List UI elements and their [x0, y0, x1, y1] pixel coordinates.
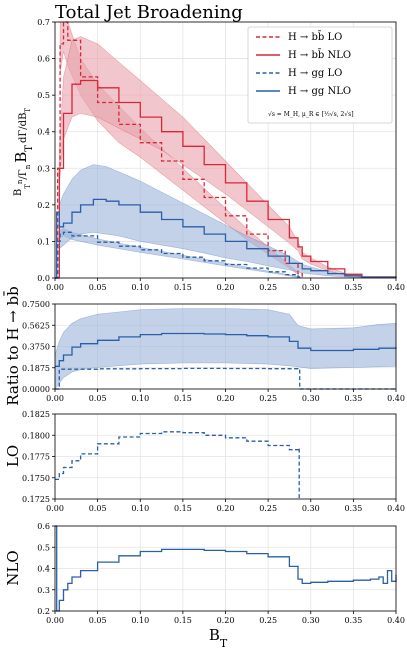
x-tick-label: 0.40	[387, 504, 405, 513]
x-tick-label: 0.15	[174, 616, 192, 625]
x-tick-label: 0.30	[302, 283, 320, 292]
x-tick-label: 0.20	[217, 616, 235, 625]
x-tick-label: 0.40	[387, 616, 405, 625]
series-0-line	[55, 525, 397, 612]
x-tick-label: 0.20	[217, 504, 235, 513]
x-tick-label: 0.10	[131, 616, 149, 625]
x-tick-label: 0.15	[174, 283, 192, 292]
x-tick-label: 0.00	[46, 616, 64, 625]
y-tick-label: 0.5	[37, 543, 50, 552]
y-tick-label: 0.6	[37, 55, 50, 64]
series-1-line	[55, 332, 397, 367]
y-tick-label: 0.3	[37, 164, 50, 173]
x-tick-label: 0.35	[344, 283, 362, 292]
y-tick-label: 0.1775	[22, 453, 50, 462]
nlo-ratio-panel: 0.2 0.3 0.4 0.5 0.6 0.00 0.05 0.10 0.15 0.20 0.25…	[4, 522, 405, 650]
svg-text:BTn/ΓnBTdΓ/dBT: BTn/ΓnBTdΓ/dBT	[12, 108, 35, 197]
x-tick-label: 0.20	[217, 283, 235, 292]
y-tick-label: 0.1750	[22, 474, 50, 483]
y-tick-label: 0.1725	[22, 495, 50, 504]
y-tick-label: 0.5625	[22, 321, 50, 330]
legend-label-h-bb-lo: H → bb̄ LO	[288, 31, 342, 43]
x-tick-label: 0.00	[46, 504, 64, 513]
y-tick-label: 0.2	[37, 607, 50, 616]
y-tick-label: 0.4	[37, 128, 50, 137]
chart-title: Total Jet Broadening	[55, 2, 243, 23]
y-tick-label: 0.5	[37, 91, 50, 100]
h-gg-lo-line	[55, 231, 303, 279]
x-tick-label: 0.30	[302, 616, 320, 625]
x-tick-label: 0.25	[259, 283, 277, 292]
x-tick-label: 0.25	[259, 394, 277, 403]
x-tick-label: 0.40	[387, 394, 405, 403]
y-tick-label: 0.1825	[22, 410, 50, 419]
y-tick-label: 0.1875	[22, 364, 50, 373]
legend-label-h-gg-nlo: H → gg NLO	[288, 86, 351, 97]
y-tick-label: 0.6	[37, 522, 50, 531]
y-tick-label: 0.3	[37, 586, 50, 595]
h-gg-nlo-line	[55, 198, 397, 279]
x-tick-label: 0.00	[46, 283, 64, 292]
x-tick-label: 0.10	[131, 504, 149, 513]
x-tick-label: 0.00	[46, 394, 64, 403]
legend-note: √s = M_H, μ_R ∈ [½√s, 2√s]	[268, 111, 354, 118]
x-tick-label: 0.15	[174, 394, 192, 403]
y-tick-label: 0.0000	[22, 385, 50, 394]
ratio-panel: 0.0000 0.1875 0.3750 0.5625 0.7500 0.00 0.05 0…	[4, 286, 405, 405]
x-tick-label: 0.25	[259, 504, 277, 513]
lo-ratio-panel: 0.1725 0.1750 0.1775 0.1800 0.1825 0.00 0.05 0…	[4, 410, 405, 513]
x-tick-label: 0.05	[89, 394, 107, 403]
x-tick-label: 0.30	[302, 394, 320, 403]
x-tick-label: 0.05	[89, 616, 107, 625]
y-tick-label: 0.2	[37, 201, 50, 210]
h-bb-nlo-line	[55, 79, 397, 279]
y-tick-label: 0.0	[37, 274, 50, 283]
x-tick-label: 0.35	[344, 504, 362, 513]
y-tick-label: 0.1	[37, 237, 50, 246]
x-tick-label: 0.40	[387, 283, 405, 292]
x-tick-label: 0.10	[131, 283, 149, 292]
series-0-line	[55, 367, 396, 390]
x-axis-label: BT	[209, 626, 228, 650]
x-tick-label: 0.35	[344, 616, 362, 625]
series-0-line	[55, 431, 300, 499]
x-tick-label: 0.30	[302, 504, 320, 513]
y-tick-label: 0.1800	[22, 431, 50, 440]
y-axis-label: LO	[4, 445, 22, 467]
y-tick-label: 0.4	[37, 565, 50, 574]
x-tick-label: 0.10	[131, 394, 149, 403]
y-axis-label: NLO	[4, 550, 22, 585]
x-tick-label: 0.25	[259, 616, 277, 625]
x-tick-label: 0.15	[174, 504, 192, 513]
x-tick-label: 0.20	[217, 394, 235, 403]
legend-label-h-bb-nlo: H → bb̄ NLO	[288, 49, 351, 61]
main-distribution-panel: Total Jet Broadening 0.0 0.1 0.2 0.3 0.4 0.5 0…	[12, 2, 405, 292]
y-tick-label: 0.7	[37, 18, 50, 27]
y-tick-label: 0.7500	[22, 300, 50, 309]
h-bb-lo-line	[55, 21, 303, 279]
x-tick-label: 0.05	[89, 283, 107, 292]
svg-text:BT: BT	[209, 626, 228, 650]
legend-label-h-gg-lo: H → gg LO	[288, 68, 342, 79]
x-tick-label: 0.05	[89, 504, 107, 513]
legend: H → bb̄ LO H → bb̄ NLO H → gg LO H → gg NLO…	[247, 26, 393, 124]
y-axis-label: Ratio to H → bb̄	[4, 286, 22, 405]
y-tick-label: 0.3750	[22, 343, 50, 352]
y-axis-label: BTn/ΓnBTdΓ/dBT	[12, 108, 35, 197]
x-tick-label: 0.35	[344, 394, 362, 403]
